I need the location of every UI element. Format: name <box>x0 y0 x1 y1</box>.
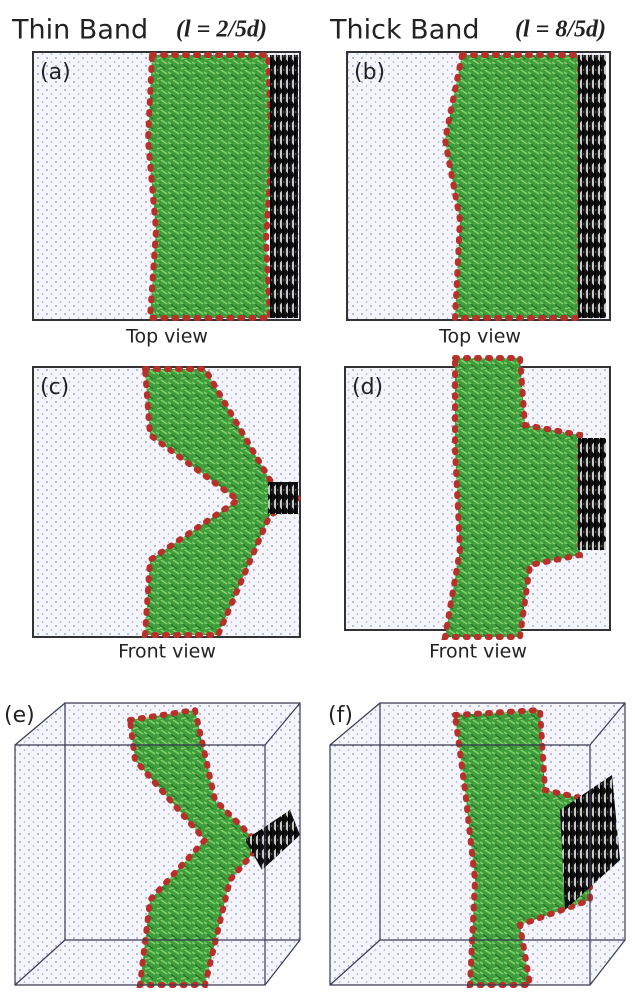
panel-label: (f) <box>328 703 353 728</box>
polymer-band <box>144 52 276 321</box>
polymer-band <box>451 706 593 988</box>
caption: Top view <box>125 326 208 348</box>
caption: Front view <box>118 641 216 663</box>
box-edges <box>14 702 301 986</box>
brush <box>578 438 606 550</box>
column-title: Thin Band <box>11 15 148 46</box>
panel-label: (c) <box>40 375 69 400</box>
caption: Front view <box>429 641 527 663</box>
brush <box>245 810 300 870</box>
polymer-band <box>441 355 583 640</box>
caption: Top view <box>438 326 521 348</box>
polymer-band <box>441 52 583 321</box>
polymer-band <box>141 366 306 638</box>
panel-label: (a) <box>40 60 71 85</box>
column-parameter: (l = 2/5d) <box>176 17 267 43</box>
panel-label: (b) <box>354 60 385 85</box>
brush <box>270 55 298 318</box>
brush <box>268 482 298 514</box>
box-edges <box>329 702 626 986</box>
column-title: Thick Band <box>329 15 480 46</box>
panel <box>15 703 300 985</box>
panel-label: (e) <box>4 703 35 728</box>
column-parameter: (l = 8/5d) <box>515 17 606 43</box>
panel-label: (d) <box>352 375 383 400</box>
brush <box>578 55 606 318</box>
